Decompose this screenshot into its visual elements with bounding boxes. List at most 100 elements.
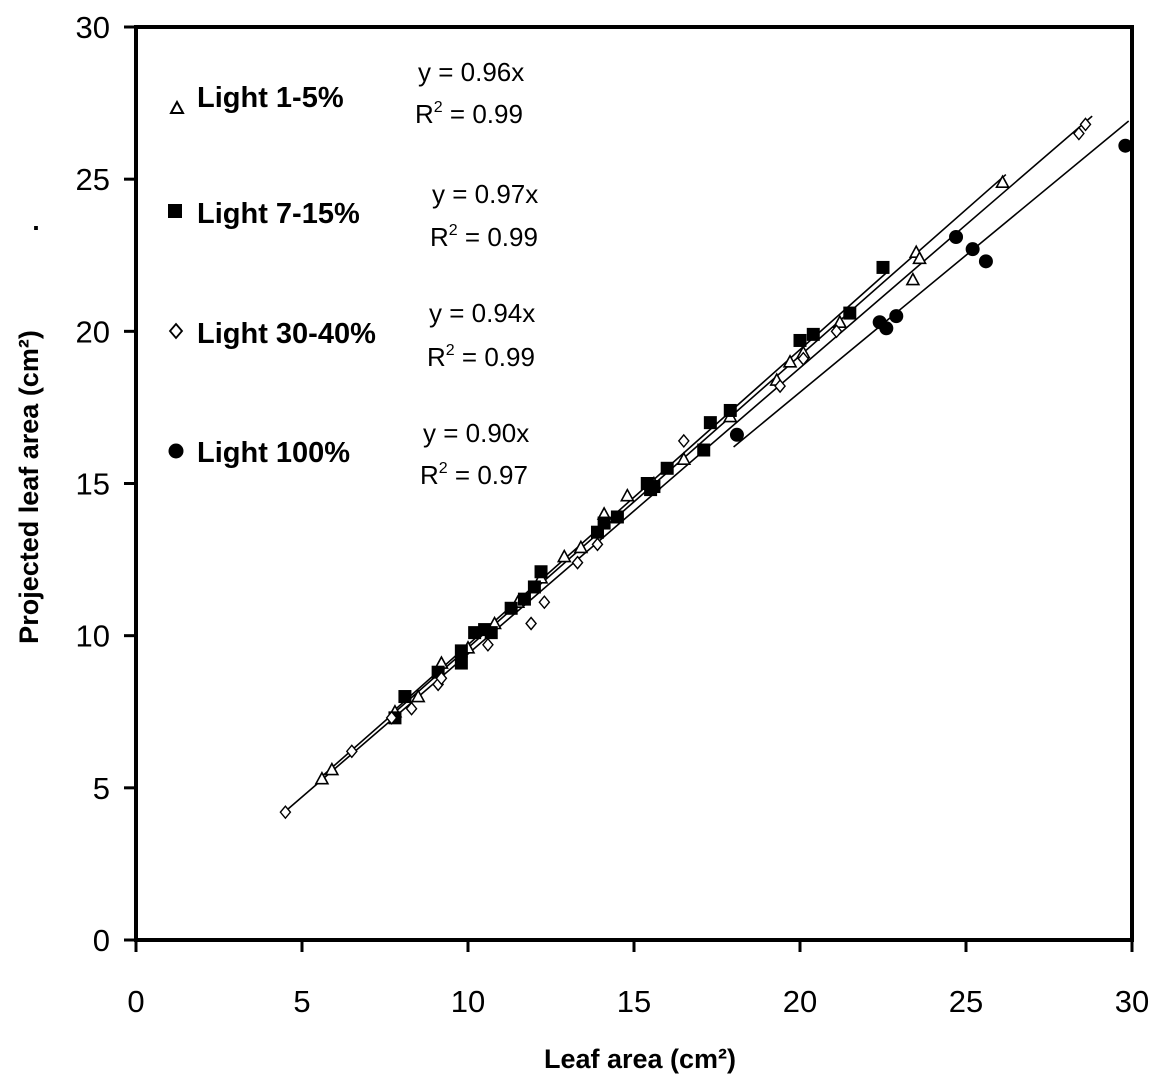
data-markers: [279, 117, 1133, 820]
r-label: R: [415, 99, 434, 129]
r-sup: 2: [434, 99, 443, 116]
r-value: = 0.99: [458, 222, 538, 252]
y-tick-label: 5: [93, 771, 110, 806]
point-triangle: [410, 688, 426, 703]
point-square: [610, 510, 624, 524]
point-triangle: [573, 539, 589, 554]
legend-entry-light-30-40: Light 30-40% y = 0.94x R2 = 0.99: [168, 298, 535, 372]
r-label: R: [420, 460, 439, 490]
point-diamond: [435, 671, 448, 686]
point-square: [697, 443, 711, 457]
point-triangle: [832, 314, 848, 329]
point-diamond: [405, 701, 418, 716]
r-sup: 2: [449, 222, 458, 239]
point-triangle: [314, 771, 330, 785]
point-circle: [729, 427, 744, 442]
r-squared-light-1-5: R2 = 0.99: [415, 99, 523, 129]
legend-entry-light-7-15: Light 7-15% y = 0.97x R2 = 0.99: [168, 179, 538, 252]
point-triangle: [995, 174, 1010, 189]
legend-label-light-1-5: Light 1-5%: [197, 82, 344, 114]
point-diamond: [385, 710, 398, 725]
y-tick-label: 25: [76, 162, 110, 197]
point-square: [876, 260, 890, 274]
r-value: = 0.97: [448, 460, 528, 490]
point-triangle: [905, 271, 921, 286]
legend-label-light-30-40: Light 30-40%: [197, 318, 376, 350]
point-square: [517, 592, 531, 606]
y-axis-ticks: 0 5 10 15 20 25 30: [76, 10, 136, 958]
r-sup: 2: [439, 460, 448, 477]
point-circle: [879, 321, 894, 336]
legend-label-light-7-15: Light 7-15%: [197, 198, 360, 230]
point-circle: [889, 309, 904, 324]
legend-entry-light-1-5: Light 1-5% y = 0.96x R2 = 0.99: [169, 57, 524, 129]
point-circle: [949, 229, 964, 244]
x-tick-label: 10: [451, 984, 485, 1019]
point-triangle: [676, 451, 692, 465]
point-square: [660, 461, 674, 475]
point-diamond: [1072, 126, 1085, 141]
stray-mark: .: [32, 206, 40, 236]
point-square: [454, 644, 468, 658]
legend-label-light-100: Light 100%: [197, 437, 350, 469]
point-square: [647, 480, 661, 494]
equation-light-100: y = 0.90x: [423, 418, 529, 448]
y-tick-label: 30: [76, 10, 110, 45]
point-square: [597, 516, 611, 530]
point-triangle: [782, 354, 798, 368]
x-axis-ticks: 0 5 10 15 20 25 30: [127, 940, 1149, 1019]
legend-marker-filled-circle: [168, 443, 184, 459]
x-tick-label: 25: [949, 984, 983, 1019]
point-diamond: [591, 537, 604, 552]
point-diamond: [571, 555, 584, 570]
legend: Light 1-5% y = 0.96x R2 = 0.99 Light 7-1…: [168, 57, 538, 490]
point-diamond: [482, 637, 494, 652]
point-triangle: [324, 761, 340, 776]
point-square: [703, 416, 717, 430]
r-sup: 2: [446, 342, 455, 359]
point-diamond: [345, 744, 358, 759]
point-diamond: [538, 595, 551, 610]
equation-light-7-15: y = 0.97x: [432, 179, 538, 209]
point-diamond: [525, 616, 537, 631]
point-triangle: [912, 250, 927, 265]
r-value: = 0.99: [455, 342, 535, 372]
r-squared-light-7-15: R2 = 0.99: [430, 222, 538, 252]
y-tick-label: 0: [93, 923, 110, 958]
y-tick-label: 10: [76, 619, 110, 654]
legend-marker-open-diamond: [168, 322, 184, 340]
point-triangle: [556, 548, 572, 563]
point-square: [806, 327, 820, 341]
x-axis-title: Leaf area (cm²): [544, 1044, 736, 1074]
point-square: [504, 601, 518, 615]
point-square: [398, 690, 412, 704]
legend-marker-open-triangle: [169, 99, 185, 114]
legend-entry-light-100: Light 100% y = 0.90x R2 = 0.97: [168, 418, 529, 490]
point-square: [843, 306, 857, 320]
r-value: = 0.99: [443, 99, 523, 129]
equation-light-30-40: y = 0.94x: [429, 298, 535, 328]
point-square: [484, 626, 498, 640]
point-square: [793, 333, 807, 347]
point-square: [468, 626, 482, 640]
point-diamond: [797, 351, 810, 366]
y-tick-label: 20: [76, 314, 110, 349]
point-square: [454, 656, 468, 670]
equation-light-1-5: y = 0.96x: [418, 57, 524, 87]
x-tick-label: 20: [783, 984, 817, 1019]
point-diamond: [279, 805, 292, 820]
point-diamond: [677, 433, 690, 448]
point-circle: [1118, 138, 1133, 153]
y-tick-label: 15: [76, 467, 110, 502]
x-tick-label: 0: [127, 984, 144, 1019]
x-tick-label: 30: [1115, 984, 1149, 1019]
point-diamond: [774, 379, 786, 394]
x-tick-label: 5: [293, 984, 310, 1019]
y-axis-title: Projected leaf area (cm²): [14, 330, 44, 644]
point-circle: [978, 254, 993, 269]
r-label: R: [430, 222, 449, 252]
point-square: [527, 580, 541, 594]
fit-line: [733, 120, 1130, 448]
point-diamond: [830, 324, 843, 339]
